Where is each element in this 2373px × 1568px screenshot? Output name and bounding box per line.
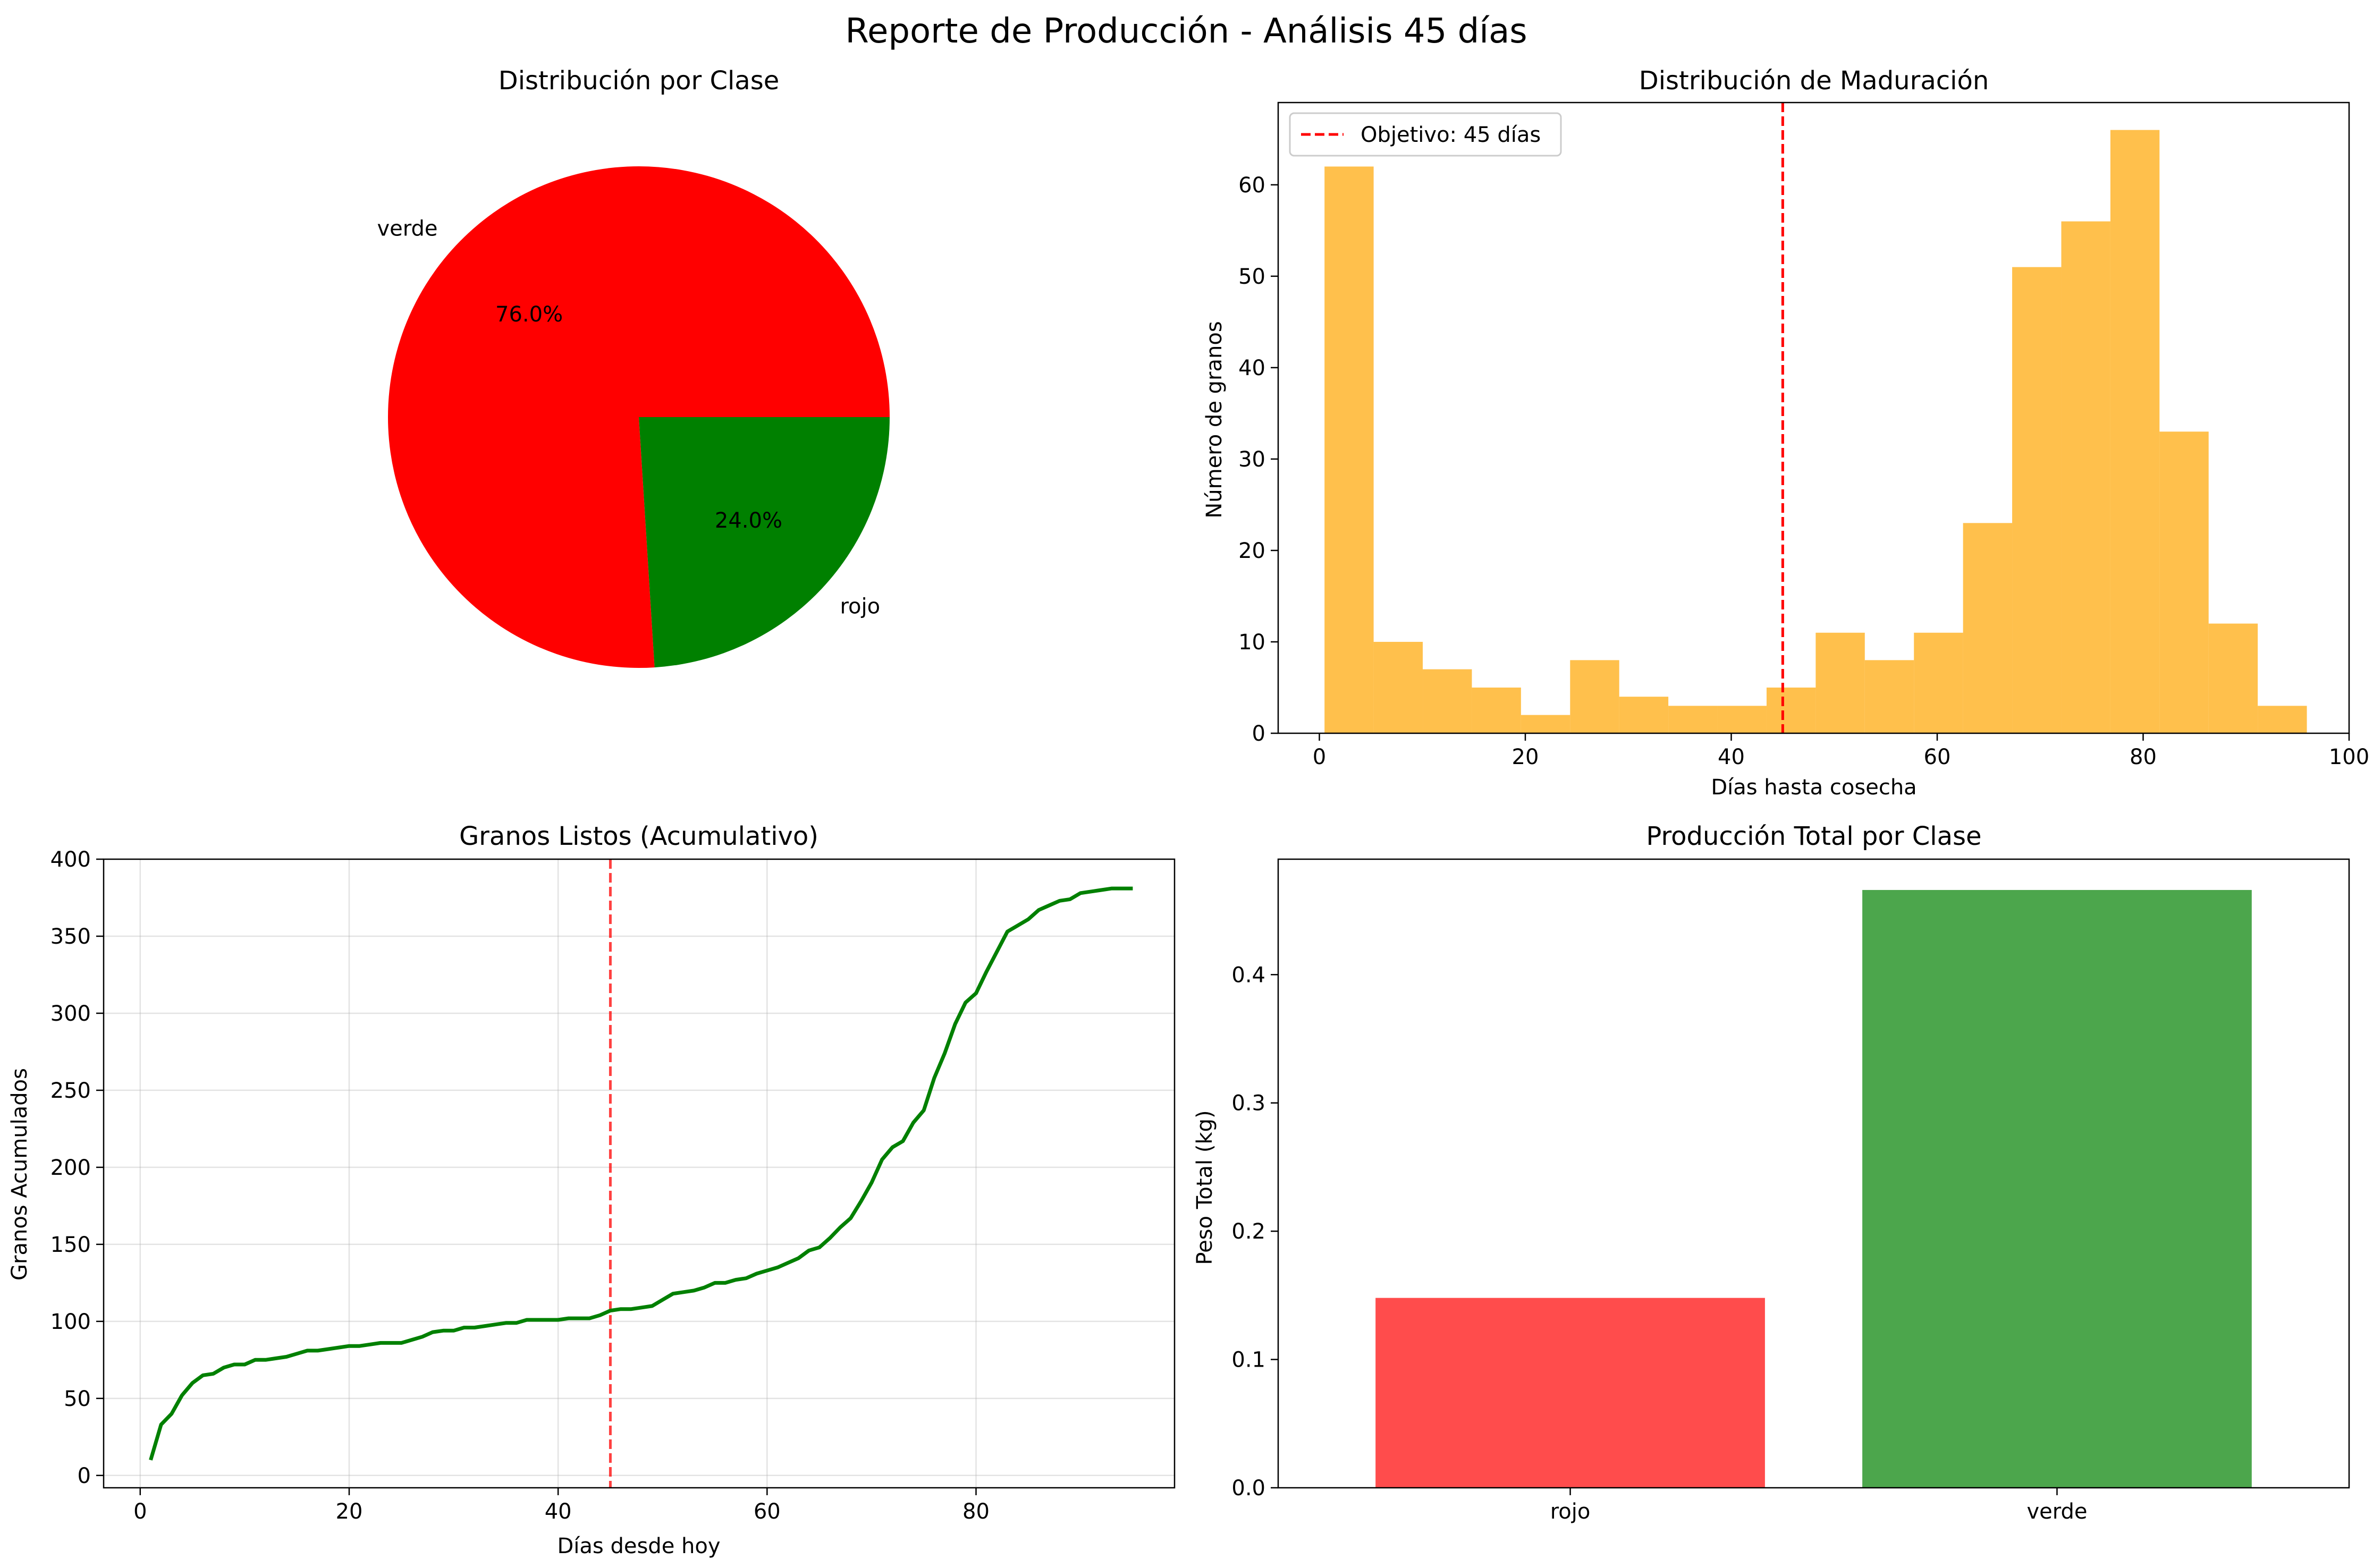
bar-frame: [1277, 858, 2350, 1489]
line-y-tick-label: 100: [50, 1310, 91, 1334]
histogram-bar: [1472, 687, 1521, 733]
bar-y-tick-label: 0.0: [1231, 1476, 1265, 1501]
histogram-bar: [1570, 660, 1619, 733]
line-x-tick-label: 20: [336, 1499, 363, 1524]
pie-label-verde: verde: [377, 217, 437, 241]
legend-label: Objetivo: 45 días: [1361, 123, 1541, 147]
histogram-ylabel: Número de granos: [1202, 321, 1227, 518]
histogram-bar: [1963, 523, 2013, 733]
histogram-bar: [2258, 706, 2307, 733]
bar-y-tick-label: 0.2: [1231, 1219, 1265, 1244]
histogram-plot: 0 20 40 60 80 100 0 10 20 30 40 50 60: [1238, 101, 2369, 769]
histogram-bar: [1766, 687, 1816, 733]
line-y-tick-label: 150: [50, 1233, 91, 1257]
histogram-xlabel: Días hasta cosecha: [1711, 775, 1916, 800]
line-xlabel: Días desde hoy: [557, 1534, 720, 1558]
histogram-bar: [2208, 623, 2258, 733]
histogram-x-tick-label: 40: [1718, 745, 1745, 769]
histogram-bar: [2061, 221, 2110, 733]
histogram-y-tick-label: 30: [1238, 447, 1265, 472]
bar-rojo: [1375, 1298, 1765, 1488]
line-x-tick-label: 0: [133, 1499, 147, 1524]
histogram-chart: Distribución de Maduración 0 20 40 60 80 1000…: [1202, 66, 2369, 800]
histogram-bar: [1815, 632, 1865, 733]
line-y-tick-label: 400: [50, 847, 91, 872]
histogram-bar: [1864, 660, 1914, 733]
histogram-bar: [1423, 669, 1472, 733]
histogram-bar: [1521, 715, 1570, 733]
bar-y-tick-label: 0.4: [1231, 963, 1265, 987]
pie-pct-verde: 76.0%: [495, 302, 563, 327]
bar-ylabel: Peso Total (kg): [1193, 1110, 1217, 1265]
line-y-tick-label: 300: [50, 1002, 91, 1026]
line-x-tick-label: 80: [962, 1499, 990, 1524]
histogram-x-tick-label: 60: [1924, 745, 1951, 769]
pie-chart: Distribución por Clase verde 76.0% rojo 24.…: [377, 66, 890, 668]
histogram-legend: Objetivo: 45 días: [1289, 112, 1562, 157]
histogram-y-tick-label: 40: [1238, 356, 1265, 380]
pie-slices: verde 76.0% rojo 24.0%: [377, 166, 890, 668]
line-y-tick-label: 50: [64, 1387, 91, 1411]
production-bar-chart: Producción Total por Clase rojo verde 0.0 0…: [1193, 821, 2350, 1524]
figure-title: Reporte de Producción - Análisis 45 días: [845, 12, 1527, 51]
histogram-bar: [1373, 641, 1423, 733]
bar-x-tick-label: verde: [2026, 1499, 2087, 1524]
bar-title: Producción Total por Clase: [1646, 821, 1981, 851]
line-plot: 0 20 40 60 80 0 50 100 150 200 250 300 350 400: [50, 847, 1176, 1524]
bar-y-tick-label: 0.3: [1231, 1091, 1265, 1116]
pie-pct-rojo: 24.0%: [715, 508, 782, 533]
bar-plot: rojo verde 0.0 0.1 0.2 0.3 0.4: [1231, 858, 2350, 1524]
line-x-tick-label: 40: [545, 1499, 572, 1524]
histogram-x-tick-label: 20: [1512, 745, 1539, 769]
line-y-tick-label: 250: [50, 1079, 91, 1103]
histogram-x-tick-label: 100: [2329, 745, 2369, 769]
line-ylabel: Granos Acumulados: [7, 1068, 32, 1281]
line-y-tick-label: 0: [78, 1464, 91, 1488]
legend-frame: [1289, 112, 1562, 157]
bar-verde: [1862, 889, 2252, 1488]
histogram-bar: [2012, 267, 2062, 733]
histogram-x-tick-label: 0: [1313, 745, 1326, 769]
pie-title: Distribución por Clase: [499, 66, 780, 96]
bar-x-tick-label: rojo: [1550, 1499, 1591, 1524]
histogram-y-tick-label: 20: [1238, 539, 1265, 563]
histogram-bar: [1668, 706, 1718, 733]
histogram-y-tick-label: 50: [1238, 265, 1265, 289]
histogram-bar: [1914, 632, 1963, 733]
histogram-y-tick-label: 10: [1238, 630, 1265, 655]
pie-label-rojo: rojo: [840, 594, 880, 618]
line-x-tick-label: 60: [754, 1499, 781, 1524]
cumulative-series-line: [149, 886, 1133, 1461]
histogram-bar: [2159, 431, 2209, 733]
bar-y-tick-label: 0.1: [1231, 1348, 1265, 1372]
line-y-tick-label: 200: [50, 1156, 91, 1180]
pie-slice-rojo: [639, 417, 890, 668]
histogram-y-tick-label: 60: [1238, 173, 1265, 198]
histogram-x-tick-label: 80: [2130, 745, 2157, 769]
histogram-bar: [2110, 130, 2160, 734]
line-frame: [103, 858, 1176, 1489]
histogram-bar: [1717, 706, 1767, 733]
cumulative-line-chart: Granos Listos (Acumulativo) 0 20 40 60 80 0 50…: [7, 821, 1176, 1558]
histogram-y-tick-label: 0: [1252, 722, 1265, 746]
histogram-bar: [1324, 166, 1374, 733]
histogram-bar: [1619, 697, 1669, 733]
histogram-title: Distribución de Maduración: [1639, 66, 1989, 96]
line-y-tick-label: 350: [50, 925, 91, 949]
histogram-frame: [1277, 101, 2350, 734]
line-title: Granos Listos (Acumulativo): [459, 821, 818, 851]
